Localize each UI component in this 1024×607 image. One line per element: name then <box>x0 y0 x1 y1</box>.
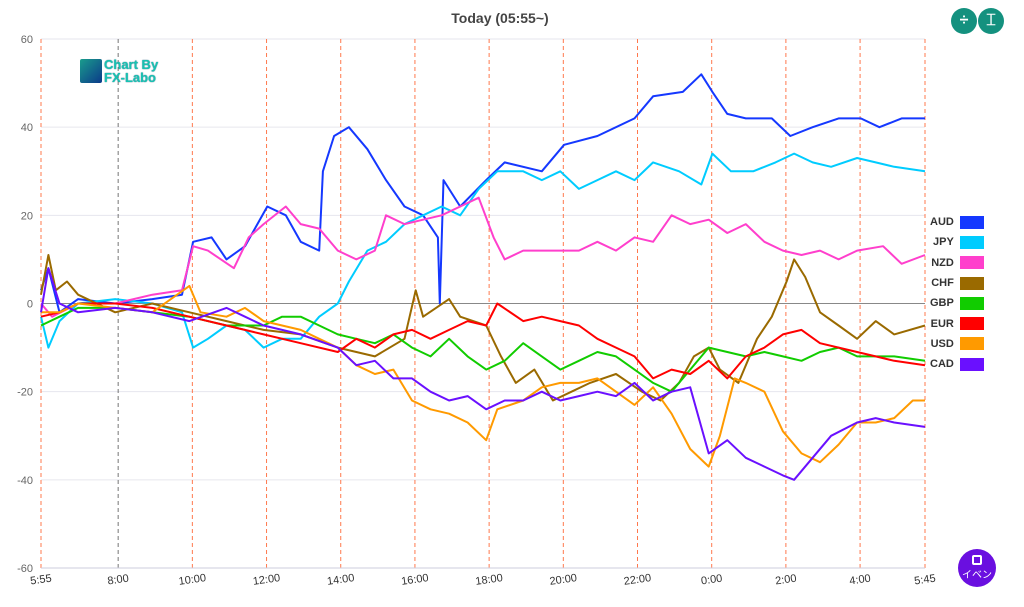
legend-label: CAD <box>930 358 954 371</box>
logo-line-1: Chart By <box>104 57 159 72</box>
legend-label: USD <box>930 337 954 350</box>
calendar-icon <box>972 555 982 565</box>
event-button-label: イベン <box>962 570 992 581</box>
x-tick-label: 2:00 <box>774 573 797 588</box>
x-tick-label: 10:00 <box>178 572 207 588</box>
legend-swatch <box>959 357 984 371</box>
x-tick-label: 5:55 <box>30 573 53 588</box>
series-line-eur <box>40 302 926 380</box>
y-tick-label: 20 <box>21 210 33 222</box>
fit-vertical-icon: ÷ <box>959 12 969 29</box>
legend-item-eur[interactable]: EUR <box>930 313 984 333</box>
expand-vertical-button[interactable]: ⌶ <box>978 8 1004 34</box>
x-tick-label: 5:45 <box>914 573 937 588</box>
legend-swatch <box>959 256 984 270</box>
legend-item-gbp[interactable]: GBP <box>930 293 984 313</box>
legend-swatch <box>959 317 984 331</box>
legend-label: CHF <box>931 277 954 290</box>
legend-item-cad[interactable]: CAD <box>930 354 984 374</box>
legend-item-chf[interactable]: CHF <box>930 273 984 293</box>
logo-line-2: FX-Labo <box>104 70 156 85</box>
legend-item-nzd[interactable]: NZD <box>930 253 984 273</box>
legend-swatch <box>959 337 984 351</box>
legend-label: EUR <box>930 317 954 330</box>
x-tick-label: 14:00 <box>326 572 355 588</box>
fx-labo-logo: Chart By FX-Labo <box>80 58 158 84</box>
x-tick-label: 22:00 <box>623 572 652 588</box>
legend-swatch <box>959 215 984 229</box>
y-tick-label: 60 <box>21 34 33 46</box>
legend-item-aud[interactable]: AUD <box>930 212 984 232</box>
y-tick-label: 40 <box>21 122 33 134</box>
legend-item-jpy[interactable]: JPY <box>930 232 984 252</box>
y-tick-label: -40 <box>17 475 33 487</box>
series-line-aud <box>40 73 925 314</box>
series-line-chf <box>40 254 926 402</box>
x-tick-label: 16:00 <box>400 572 429 588</box>
legend-label: AUD <box>930 216 954 229</box>
fit-vertical-button[interactable]: ÷ <box>951 8 977 34</box>
expand-vertical-icon: ⌶ <box>986 12 996 29</box>
magnifier-chart-icon <box>80 59 102 83</box>
x-tick-label: 12:00 <box>252 572 281 588</box>
legend-item-usd[interactable]: USD <box>930 334 984 354</box>
y-tick-label: 0 <box>27 299 33 311</box>
legend-label: GBP <box>930 297 954 310</box>
x-tick-label: 8:00 <box>107 573 130 588</box>
x-tick-label: 20:00 <box>549 572 578 588</box>
legend: AUD JPY NZD CHF GBP EUR USD CAD <box>930 212 984 374</box>
series-line-gbp <box>40 306 926 393</box>
x-tick-label: 18:00 <box>475 572 504 588</box>
y-tick-label: -60 <box>17 563 33 575</box>
event-button[interactable]: イベン <box>958 549 996 587</box>
x-tick-label: 0:00 <box>700 573 723 588</box>
series-line-nzd <box>40 196 926 318</box>
legend-swatch <box>959 276 984 290</box>
legend-label: NZD <box>931 256 954 269</box>
series-line-cad <box>40 267 926 481</box>
legend-swatch <box>959 296 984 310</box>
chart-title: Today (05:55~) <box>451 10 549 26</box>
y-tick-label: -20 <box>17 387 33 399</box>
legend-label: JPY <box>933 236 954 249</box>
legend-swatch <box>959 235 984 249</box>
x-tick-label: 4:00 <box>849 573 872 588</box>
